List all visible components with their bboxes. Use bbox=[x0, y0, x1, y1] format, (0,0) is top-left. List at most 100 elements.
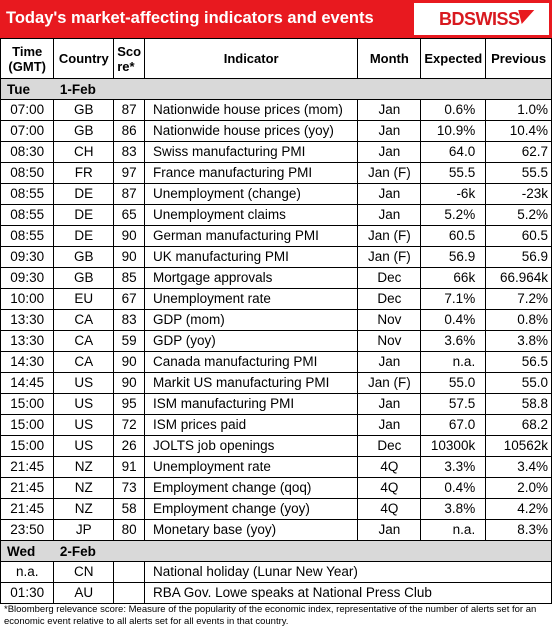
cell-month: Jan (F) bbox=[357, 162, 422, 184]
cell-time: 13:30 bbox=[0, 330, 55, 352]
cell-score: 59 bbox=[113, 330, 146, 352]
col-header-previous: Previous bbox=[485, 38, 552, 79]
cell-month: Nov bbox=[357, 309, 422, 331]
indicators-table: Time (GMT) Country Sco re* Indicator Month… bbox=[0, 38, 552, 604]
table-row: 08:55 DE 65 Unemployment claims Jan 5.2% 5.2% bbox=[0, 204, 552, 226]
col-header-country: Country bbox=[53, 38, 115, 79]
cell-month: Dec bbox=[357, 267, 422, 289]
cell-score: 90 bbox=[113, 351, 146, 373]
cell-previous: 7.2% bbox=[485, 288, 552, 310]
cell-indicator: Monetary base (yoy) bbox=[144, 519, 359, 541]
cell-country: NZ bbox=[53, 456, 115, 478]
cell-score: 91 bbox=[113, 456, 146, 478]
cell-previous: 56.9 bbox=[485, 246, 552, 268]
table-row: 21:45 NZ 91 Unemployment rate 4Q 3.3% 3.4% bbox=[0, 456, 552, 478]
cell-expected: n.a. bbox=[420, 351, 487, 373]
table-row: 15:00 US 26 JOLTS job openings Dec 10300k 1056… bbox=[0, 435, 552, 457]
cell-indicator: Unemployment rate bbox=[144, 288, 359, 310]
logo-text: BDSWISS bbox=[439, 9, 520, 29]
cell-country: GB bbox=[53, 120, 115, 142]
cell-expected: 7.1% bbox=[420, 288, 487, 310]
day-date: 1-Feb bbox=[53, 78, 552, 100]
cell-country: JP bbox=[53, 519, 115, 541]
cell-score bbox=[113, 561, 146, 583]
cell-previous: 2.0% bbox=[485, 477, 552, 499]
cell-country: CH bbox=[53, 141, 115, 163]
cell-score: 85 bbox=[113, 267, 146, 289]
table-row: 08:30 CH 83 Swiss manufacturing PMI Jan 64.0 6… bbox=[0, 141, 552, 163]
day-weekday: Tue bbox=[0, 78, 54, 100]
cell-score: 90 bbox=[113, 225, 146, 247]
cell-score: 90 bbox=[113, 246, 146, 268]
cell-previous: 1.0% bbox=[485, 99, 552, 121]
cell-time: 13:30 bbox=[0, 309, 55, 331]
cell-month: Dec bbox=[357, 288, 422, 310]
cell-previous: 56.5 bbox=[485, 351, 552, 373]
day-row: Wed 2-Feb bbox=[0, 540, 552, 562]
cell-expected: 60.5 bbox=[420, 225, 487, 247]
cell-time: 07:00 bbox=[0, 99, 55, 121]
cell-previous: 10.4% bbox=[485, 120, 552, 142]
cell-country: DE bbox=[53, 183, 115, 205]
cell-country: FR bbox=[53, 162, 115, 184]
table-row: 08:50 FR 97 France manufacturing PMI Jan (F)… bbox=[0, 162, 552, 184]
cell-score: 83 bbox=[113, 141, 146, 163]
brand-logo: BDSWISS bbox=[414, 3, 549, 35]
cell-indicator: UK manufacturing PMI bbox=[144, 246, 359, 268]
cell-previous: 4.2% bbox=[485, 498, 552, 520]
cell-expected: 67.0 bbox=[420, 414, 487, 436]
cell-country: US bbox=[53, 414, 115, 436]
cell-previous: 55.0 bbox=[485, 372, 552, 394]
cell-time: 09:30 bbox=[0, 246, 55, 268]
table-row: 13:30 CA 83 GDP (mom) Nov 0.4% 0.8% bbox=[0, 309, 552, 331]
cell-indicator: National holiday (Lunar New Year) bbox=[144, 561, 552, 583]
cell-score: 97 bbox=[113, 162, 146, 184]
cell-score: 26 bbox=[113, 435, 146, 457]
cell-previous: 66.964k bbox=[485, 267, 552, 289]
table-row: 07:00 GB 87 Nationwide house prices (mom) Ja… bbox=[0, 99, 552, 121]
cell-time: 23:50 bbox=[0, 519, 55, 541]
table-row: 15:00 US 72 ISM prices paid Jan 67.0 68.2 bbox=[0, 414, 552, 436]
table-header-row: Time (GMT) Country Sco re* Indicator Month… bbox=[0, 38, 552, 79]
cell-indicator: Nationwide house prices (mom) bbox=[144, 99, 359, 121]
cell-country: US bbox=[53, 393, 115, 415]
cell-month: Jan bbox=[357, 351, 422, 373]
col-header-month: Month bbox=[357, 38, 422, 79]
cell-country: GB bbox=[53, 267, 115, 289]
table-row: 23:50 JP 80 Monetary base (yoy) Jan n.a. 8.3% bbox=[0, 519, 552, 541]
cell-score: 58 bbox=[113, 498, 146, 520]
cell-time: 08:50 bbox=[0, 162, 55, 184]
cell-indicator: JOLTS job openings bbox=[144, 435, 359, 457]
col-header-score: Sco re* bbox=[113, 38, 146, 79]
table-row: n.a. CN National holiday (Lunar New Year) bbox=[0, 561, 552, 583]
cell-country: EU bbox=[53, 288, 115, 310]
cell-indicator: Mortgage approvals bbox=[144, 267, 359, 289]
cell-country: CN bbox=[53, 561, 115, 583]
cell-month: Jan bbox=[357, 141, 422, 163]
cell-expected: 56.9 bbox=[420, 246, 487, 268]
cell-indicator: ISM manufacturing PMI bbox=[144, 393, 359, 415]
cell-indicator: GDP (yoy) bbox=[144, 330, 359, 352]
cell-time: 10:00 bbox=[0, 288, 55, 310]
table-row: 09:30 GB 90 UK manufacturing PMI Jan (F) 56.9… bbox=[0, 246, 552, 268]
day-weekday: Wed bbox=[0, 540, 54, 562]
cell-country: DE bbox=[53, 225, 115, 247]
cell-previous: 0.8% bbox=[485, 309, 552, 331]
cell-indicator: Markit US manufacturing PMI bbox=[144, 372, 359, 394]
cell-indicator: Unemployment claims bbox=[144, 204, 359, 226]
cell-month: Jan bbox=[357, 393, 422, 415]
cell-time: 07:00 bbox=[0, 120, 55, 142]
cell-month: Jan bbox=[357, 414, 422, 436]
cell-score: 65 bbox=[113, 204, 146, 226]
cell-time: 15:00 bbox=[0, 414, 55, 436]
cell-score: 87 bbox=[113, 99, 146, 121]
cell-time: 08:30 bbox=[0, 141, 55, 163]
cell-previous: 60.5 bbox=[485, 225, 552, 247]
cell-month: Jan (F) bbox=[357, 372, 422, 394]
table-row: 21:45 NZ 73 Employment change (qoq) 4Q 0.4% 2.… bbox=[0, 477, 552, 499]
cell-indicator: German manufacturing PMI bbox=[144, 225, 359, 247]
table-row: 09:30 GB 85 Mortgage approvals Dec 66k 66.964k bbox=[0, 267, 552, 289]
cell-month: Jan bbox=[357, 204, 422, 226]
cell-expected: 5.2% bbox=[420, 204, 487, 226]
footnote: *Bloomberg relevance score: Measure of t… bbox=[4, 604, 537, 627]
